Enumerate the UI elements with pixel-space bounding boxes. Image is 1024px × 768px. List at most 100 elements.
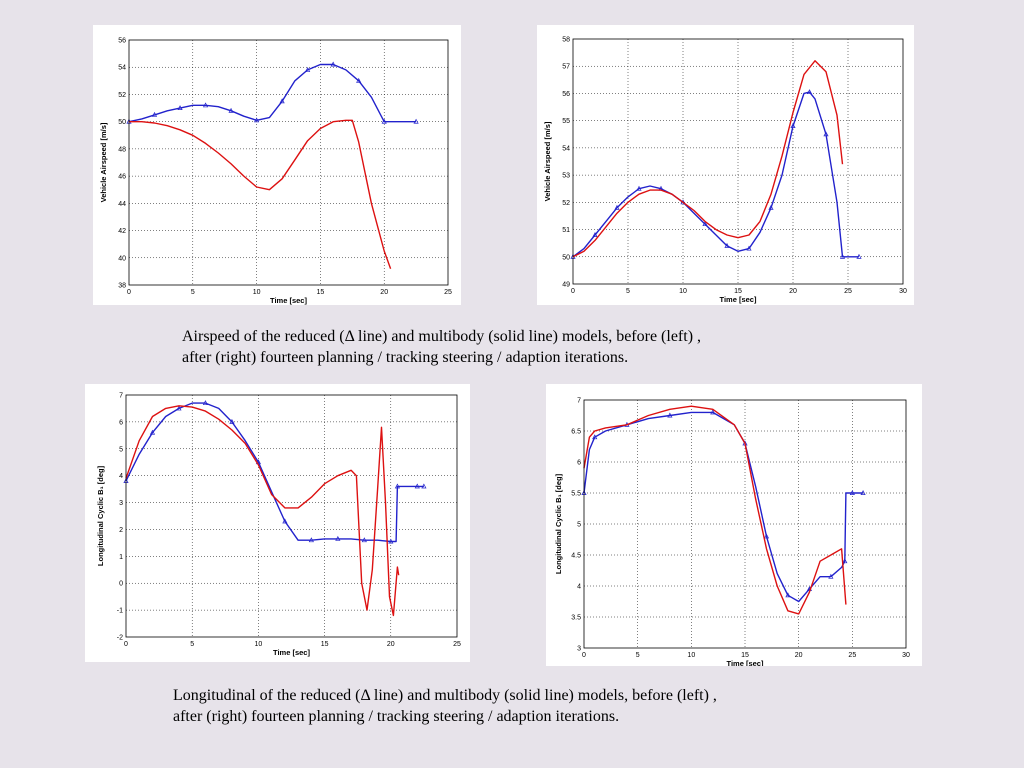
triangle-marker [421, 483, 427, 489]
y-tick-label: 52 [562, 200, 570, 207]
chart-airspeed-before: 0 5 10 15 20 25 38 40 42 44 46 48 50 52 54 56 Time [sec]… [99, 38, 452, 306]
y-tick-label: 7 [577, 398, 581, 405]
y-tick-label: 3.5 [571, 615, 581, 622]
y-tick-label: 5 [119, 446, 123, 453]
y-tick-label: 3 [119, 500, 123, 507]
y-tick-label: 57 [562, 64, 570, 71]
y-tick-label: 54 [118, 65, 126, 72]
triangle-marker [381, 118, 387, 124]
x-tick-label: 30 [902, 652, 910, 659]
triangle-marker [790, 123, 796, 129]
triangle-marker [305, 66, 311, 72]
triangle-marker [254, 117, 260, 123]
triangle-marker [636, 185, 642, 191]
y-tick-label: 4 [119, 473, 123, 480]
triangle-marker [667, 412, 673, 418]
triangle-marker [229, 418, 235, 424]
triangle-marker [308, 537, 314, 543]
triangle-marker [828, 573, 834, 579]
chart-longitudinal-after: 0 5 10 15 20 25 30 3 3.5 4 4.5 5 5.5 6 6.5 7 Time [sec] L… [554, 398, 910, 667]
x-tick-label: 0 [124, 641, 128, 648]
caption-airspeed-line-2: after (right) fourteen planning / tracki… [182, 349, 629, 366]
y-tick-label: 7 [119, 393, 123, 400]
triangle-marker [202, 102, 209, 108]
x-tick-label: 5 [626, 288, 630, 295]
triangle-marker [356, 77, 362, 83]
triangle-marker [228, 107, 234, 113]
x-tick-label: 15 [321, 641, 329, 648]
y-tick-label: 38 [118, 283, 126, 290]
y-tick-label: 50 [118, 119, 126, 126]
reduced-model-line [583, 411, 864, 603]
chart-longitudinal-before: 0 5 10 15 20 25 -2 -1 0 1 2 3 4 5 6 7 Time [sec] Longitud… [96, 393, 461, 658]
triangle-marker [414, 483, 420, 489]
y-tick-label: 44 [118, 201, 126, 208]
x-tick-label: 5 [636, 652, 640, 659]
y-tick-label: 4 [577, 584, 581, 591]
triangle-marker [710, 409, 716, 415]
reduced-model-line [125, 402, 424, 543]
x-tick-label: 20 [795, 652, 803, 659]
triangle-marker [413, 118, 419, 124]
x-axis-label: Time [sec] [727, 659, 764, 666]
triangle-marker [849, 490, 855, 495]
triangle-marker [842, 558, 848, 564]
triangle-marker [839, 253, 846, 259]
y-tick-label: 4.5 [571, 553, 581, 560]
x-tick-label: 30 [899, 288, 907, 295]
triangle-marker [614, 204, 620, 210]
triangle-marker [176, 405, 182, 411]
triangle-marker [202, 400, 209, 406]
triangle-marker [335, 535, 341, 541]
y-tick-label: 5 [577, 522, 581, 529]
y-tick-label: 52 [118, 92, 126, 99]
y-tick-label: 6 [577, 460, 581, 467]
reduced-model-line [128, 63, 417, 123]
chart-panel-airspeed-after: 0 5 10 15 20 25 30 49 50 51 52 53 54 55 56 57 58 Time [se… [537, 25, 914, 305]
triangle-marker [592, 232, 598, 237]
x-tick-label: 20 [789, 288, 797, 295]
triangle-marker [149, 429, 156, 435]
chart-airspeed-after: 0 5 10 15 20 25 30 49 50 51 52 53 54 55 56 57 58 Time [se… [543, 37, 907, 305]
y-tick-label: 53 [562, 173, 570, 180]
y-tick-label: 42 [118, 228, 126, 235]
x-tick-label: 10 [253, 289, 261, 296]
x-tick-label: 5 [191, 289, 195, 296]
y-tick-label: 49 [562, 282, 570, 289]
multibody-model-line [572, 60, 844, 258]
plot-frame [583, 399, 907, 649]
x-tick-label: 10 [255, 641, 263, 648]
reduced-model-line [572, 91, 859, 258]
x-tick-label: 15 [741, 652, 749, 659]
y-tick-label: -1 [117, 608, 123, 615]
triangle-marker [860, 490, 866, 495]
triangle-marker [279, 98, 285, 104]
y-tick-label: 54 [562, 145, 570, 152]
triangle-marker [763, 533, 770, 539]
plot-frame [572, 38, 904, 285]
y-tick-label: 51 [562, 227, 570, 234]
plot-frame [125, 394, 458, 638]
triangle-marker [806, 89, 813, 95]
y-tick-label: 56 [562, 91, 570, 98]
x-axis-label: Time [sec] [273, 648, 310, 657]
multibody-model-line [125, 405, 400, 617]
y-tick-label: 48 [118, 146, 126, 153]
x-tick-label: 25 [844, 288, 852, 295]
x-tick-label: 25 [444, 289, 452, 296]
y-axis-label: Longitudinal Cyclic B₁ [deg] [554, 473, 563, 574]
triangle-marker [856, 253, 862, 259]
x-tick-label: 20 [387, 641, 395, 648]
caption-longitudinal-line-1: Longitudinal of the reduced (Δ line) and… [173, 687, 717, 704]
y-axis-label: Longitudinal Cyclic B₁ [deg] [96, 465, 105, 566]
triangle-marker [177, 105, 183, 111]
triangle-marker [724, 242, 730, 248]
y-tick-label: 50 [562, 254, 570, 261]
multibody-model-line [583, 405, 847, 615]
x-tick-label: 10 [687, 652, 695, 659]
x-tick-label: 0 [127, 289, 131, 296]
multibody-model-line [129, 119, 392, 269]
x-tick-label: 15 [734, 288, 742, 295]
triangle-marker [592, 434, 598, 440]
y-axis-label: Vehicle Airspeed [m/s] [99, 122, 108, 202]
